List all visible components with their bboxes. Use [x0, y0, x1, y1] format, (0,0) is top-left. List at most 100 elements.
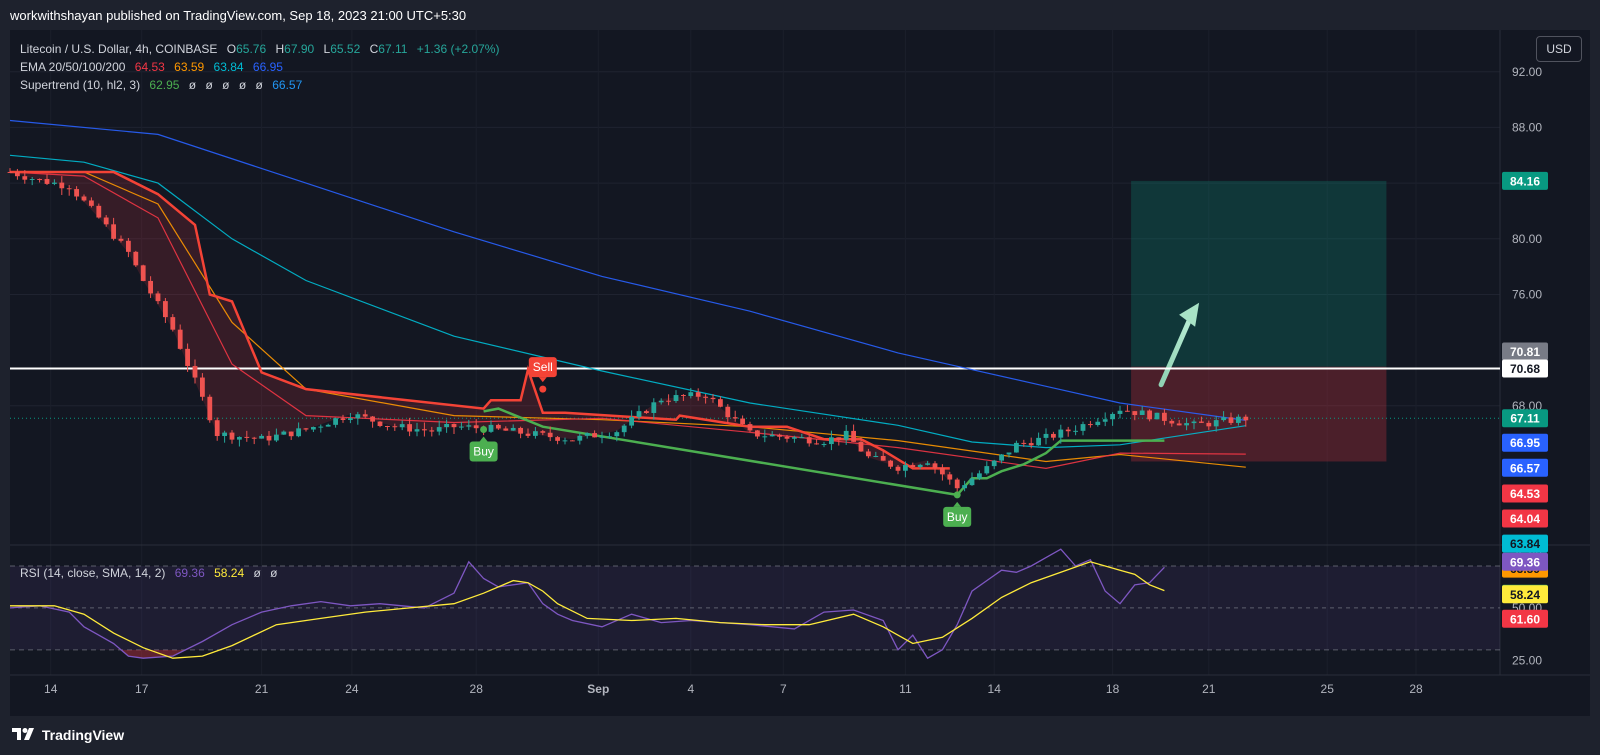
- ema50-line: [10, 171, 1246, 468]
- candle-body: [15, 172, 20, 177]
- currency-button[interactable]: USD: [1536, 36, 1582, 62]
- rsi-line: [9, 548, 1165, 660]
- date-tick-label: 28: [470, 682, 484, 696]
- candle-body: [1014, 442, 1019, 453]
- candle-body: [592, 433, 597, 438]
- candle-body: [377, 421, 383, 426]
- candle-body: [436, 427, 442, 432]
- date-tick-label: 7: [780, 682, 787, 696]
- candle-body: [880, 455, 886, 461]
- candle-body: [547, 432, 553, 438]
- rsi-na-1: ø: [253, 566, 261, 580]
- candle-body: [1184, 423, 1189, 426]
- supertrend-na-5: ø: [255, 78, 263, 92]
- candle-body: [947, 474, 953, 480]
- candle-body: [607, 436, 612, 438]
- candle-body: [1058, 429, 1064, 438]
- candle-body: [340, 418, 346, 420]
- candle-body: [999, 454, 1004, 461]
- candle-body: [155, 293, 161, 302]
- candle-body: [962, 485, 967, 489]
- candle-body: [866, 451, 871, 457]
- candle-body: [570, 440, 575, 442]
- candle-body: [22, 176, 28, 180]
- candle-body: [851, 430, 856, 442]
- candle-body: [903, 465, 908, 471]
- candle-body: [244, 436, 250, 438]
- price-axis-label-bg: [1502, 342, 1548, 361]
- candle-body: [1199, 421, 1204, 423]
- candle-body: [644, 411, 649, 413]
- supertrend-na-1: ø: [188, 78, 197, 92]
- candle-body: [562, 440, 568, 442]
- price-axis-label-bg: [1502, 609, 1548, 628]
- candle-body: [769, 434, 775, 437]
- candle-body: [651, 402, 657, 413]
- candle-body: [577, 435, 583, 441]
- date-tick-label: 14: [44, 682, 58, 696]
- price-axis-label: 67.11: [1510, 412, 1540, 426]
- candle-body: [1176, 423, 1182, 426]
- candle-body: [836, 437, 842, 440]
- candle-body: [584, 433, 590, 436]
- candle-body: [1110, 413, 1115, 420]
- buy-signal-label: Buy: [473, 444, 494, 458]
- candle-body: [355, 414, 361, 419]
- candle-body: [1021, 442, 1027, 444]
- price-axis-label: 64.04: [1510, 512, 1540, 526]
- candle-body: [1095, 421, 1101, 425]
- price-axis-label: 66.57: [1510, 461, 1540, 475]
- price-axis-label-bg: [1502, 171, 1548, 190]
- candle-body: [177, 329, 183, 349]
- candle-body: [274, 434, 279, 441]
- candle-body: [222, 432, 227, 437]
- chart-panel[interactable]: [10, 30, 1590, 716]
- candle-body: [118, 238, 124, 241]
- ema100-value: 63.84: [213, 60, 244, 74]
- price-axis-label: 70.81: [1510, 345, 1540, 359]
- rsi-axis-label-bg: [1502, 552, 1548, 571]
- candle-body: [799, 437, 805, 439]
- sell-signal-label: Sell: [533, 360, 553, 374]
- rsi-tick-label: 25.00: [1512, 653, 1542, 667]
- date-tick-label: 21: [1202, 682, 1216, 696]
- tradingview-logo[interactable]: TradingView: [12, 727, 124, 743]
- candle-body: [185, 348, 190, 366]
- candle-body: [718, 399, 723, 407]
- candle-body: [7, 171, 13, 173]
- candle-body: [126, 240, 131, 252]
- candle-body: [991, 460, 997, 467]
- candle-body: [762, 436, 768, 438]
- supertrend-up-line: [483, 407, 1165, 497]
- candle-body: [703, 396, 708, 398]
- ohlc-open-label: O: [226, 42, 237, 56]
- ema200-line: [9, 119, 1246, 421]
- candle-body: [133, 251, 139, 266]
- signal-dot: [539, 385, 547, 393]
- date-tick-label: 24: [345, 682, 359, 696]
- candle-body: [1036, 437, 1041, 446]
- candle-body: [1243, 416, 1249, 421]
- price-axis-label: 66.95: [1510, 436, 1540, 450]
- candle-body: [66, 188, 72, 190]
- publisher-header: workwithshayan published on TradingView.…: [10, 8, 467, 23]
- candle-body: [318, 426, 324, 428]
- price-axis-label-bg: [1502, 409, 1548, 428]
- candle-body: [1162, 412, 1167, 421]
- candle-body: [29, 178, 35, 180]
- candle-body: [148, 280, 153, 294]
- rsi-axis-label: 58.24: [1510, 588, 1540, 602]
- candle-body: [251, 437, 257, 439]
- candle-body: [1043, 433, 1049, 438]
- candle-body: [1236, 416, 1241, 423]
- candle-body: [599, 436, 605, 438]
- candle-body: [1080, 424, 1086, 431]
- ohlc-low: 65.52: [330, 42, 361, 56]
- price-tick-label: 80.00: [1512, 232, 1542, 246]
- supertrend-na-4: ø: [238, 78, 247, 92]
- candle-body: [59, 182, 65, 189]
- candle-body: [451, 423, 457, 428]
- candle-body: [858, 441, 864, 452]
